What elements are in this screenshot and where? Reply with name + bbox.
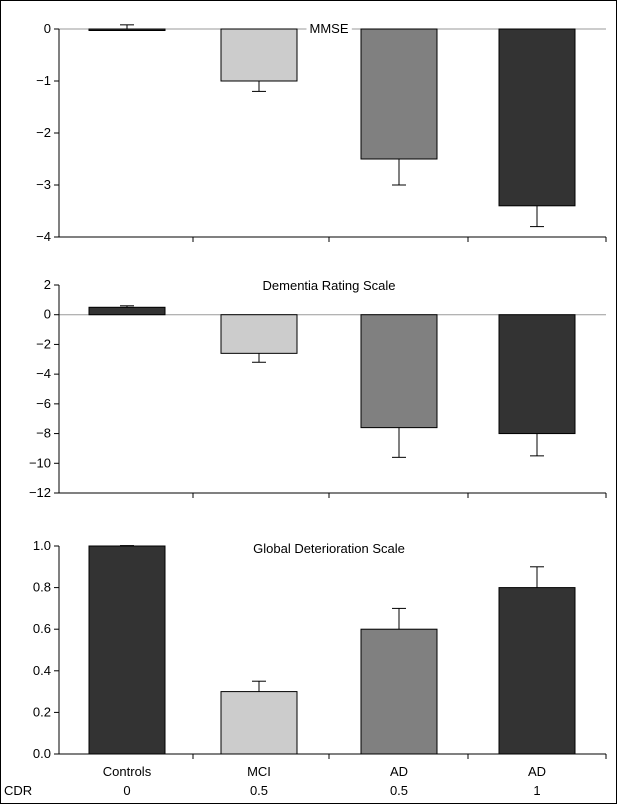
panel3-title-background [250,540,408,557]
panel2-title-background [259,277,399,294]
panel1-y-tick-label: 0 [44,21,51,36]
panel2-y-tick-label: −12 [29,485,51,500]
cdr-value-3: 0.5 [390,783,408,798]
panel2-bar-4 [498,314,576,435]
panel2-bar-3 [360,314,438,429]
panel2-y-tick-label: 0 [44,307,51,322]
panel3-y-tick-label: 0.4 [33,663,51,678]
panel1-title: MMSE [310,21,349,36]
cdr-row-label: CDR [4,783,32,798]
x-group-label-4: AD [528,764,546,779]
panel1-bar-3 [360,28,438,160]
panel3-bar-4 [498,587,576,755]
panel3-title: Global Deterioration Scale [253,541,405,556]
panel2-bar-1 [88,306,166,316]
panel3-y-tick-label: 1.0 [33,538,51,553]
panel2-y-tick-label: −6 [36,396,51,411]
panel2-y-tick-label: −10 [29,455,51,470]
panel3-y-tick-label: 0.6 [33,621,51,636]
panel1-y-tick-label: −2 [36,125,51,140]
panel2-y-tick-label: −8 [36,426,51,441]
panel2-y-tick-label: −4 [36,366,51,381]
panel3-bar-3 [360,628,438,755]
panel1-bar-4 [498,28,576,207]
x-group-label-2: MCI [247,764,271,779]
cdr-value-4: 1 [533,783,540,798]
panel2-y-tick-label: −2 [36,336,51,351]
panel1-title-background [306,20,352,37]
panel3-bar-1 [88,545,166,755]
panel1-y-tick-label: −1 [36,73,51,88]
panel3-y-tick-label: 0.8 [33,580,51,595]
x-group-label-3: AD [390,764,408,779]
panel1-bar-1 [88,28,166,31]
panel1-y-tick-label: −4 [36,229,51,244]
panel2-title: Dementia Rating Scale [263,278,396,293]
x-group-label-1: Controls [103,764,152,779]
panel2-y-tick-label: 2 [44,277,51,292]
panel3-y-tick-label: 0.2 [33,704,51,719]
cdr-value-1: 0 [123,783,130,798]
panel1-bar-2 [220,28,298,82]
panel3-bar-2 [220,691,298,755]
panel2-bar-2 [220,314,298,354]
cdr-value-2: 0.5 [250,783,268,798]
panel3-y-tick-label: 0.0 [33,746,51,761]
panel1-y-tick-label: −3 [36,177,51,192]
